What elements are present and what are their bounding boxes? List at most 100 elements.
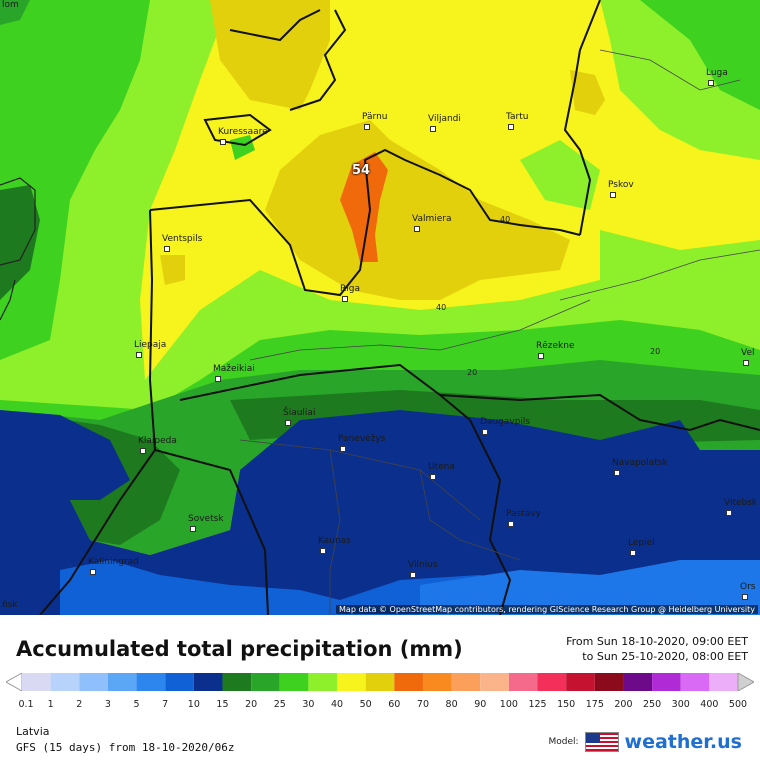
city-name: lom xyxy=(2,0,19,10)
brand-logo[interactable]: Model: weather.us xyxy=(548,729,742,755)
model-run-info: GFS (15 days) from 18-10-2020/06z xyxy=(16,741,235,754)
legend-panel: Accumulated total precipitation (mm) Fro… xyxy=(0,615,760,760)
city-label: Pärnu xyxy=(362,112,388,132)
scale-swatch xyxy=(79,673,108,691)
city-marker-icon xyxy=(610,191,616,198)
scale-swatch xyxy=(594,673,624,691)
city-name: Pskov xyxy=(608,180,634,190)
city-label: Kaunas xyxy=(318,536,351,556)
city-marker-icon xyxy=(140,447,146,454)
city-marker-icon xyxy=(90,568,96,575)
precipitation-map[interactable]: 54 40 40 20 20 Pärnu Viljandi Tartu Luga… xyxy=(0,0,760,615)
city-name: Pastavy xyxy=(506,509,541,519)
scale-tick-label: 60 xyxy=(388,699,401,710)
city-label: Tartu xyxy=(506,112,528,132)
city-name: Vitebsk xyxy=(724,498,758,508)
scale-tick-label: 5 xyxy=(133,699,140,710)
scale-tick-label: 70 xyxy=(416,699,429,710)
scale-tick-label: 3 xyxy=(104,699,111,710)
city-label: Kaliningrad xyxy=(88,557,139,577)
city-marker-icon xyxy=(708,79,714,86)
scale-swatch xyxy=(193,673,223,691)
model-label: Model: xyxy=(548,737,579,747)
city-label: Pskov xyxy=(608,180,634,200)
city-label: Liepaja xyxy=(134,340,166,360)
city-marker-icon xyxy=(215,375,221,382)
city-name: Klaipeda xyxy=(138,436,177,446)
scale-swatch xyxy=(451,673,481,691)
city-marker-icon xyxy=(743,359,749,366)
city-label: Šiauliai xyxy=(283,408,315,428)
city-marker-icon xyxy=(508,520,514,527)
scale-tick-label: 2 xyxy=(76,699,83,710)
city-name: Daugavpils xyxy=(480,417,531,427)
city-marker-icon xyxy=(320,547,326,554)
scale-tick-label: 175 xyxy=(585,699,604,710)
city-name: ńsk xyxy=(2,600,18,610)
city-marker-icon xyxy=(164,245,170,252)
scale-swatch xyxy=(680,673,710,691)
city-marker-icon xyxy=(340,445,346,452)
city-name: Tartu xyxy=(506,112,529,122)
scale-swatch xyxy=(537,673,567,691)
city-name: Mažeikiai xyxy=(213,364,255,374)
scale-tick-label: 10 xyxy=(187,699,200,710)
scale-max-arrow xyxy=(737,673,754,691)
map-canvas xyxy=(0,0,760,615)
scale-swatch xyxy=(337,673,366,691)
scale-tick-label: 7 xyxy=(162,699,169,710)
city-name: Rēzekne xyxy=(536,341,575,351)
city-marker-icon xyxy=(614,469,620,476)
scale-tick-label: 30 xyxy=(302,699,315,710)
city-name: Utena xyxy=(428,462,455,472)
city-name: Panevėžys xyxy=(338,434,386,444)
scale-swatch xyxy=(251,673,280,691)
city-label: Lepiel xyxy=(628,538,655,558)
contour-label: 20 xyxy=(650,347,661,356)
scale-tick-label: 0.1 xyxy=(18,699,34,710)
city-name: Navapolatsk xyxy=(612,458,668,468)
city-label: Rēzekne xyxy=(536,341,575,361)
city-label: Utena xyxy=(428,462,455,482)
city-marker-icon xyxy=(430,473,436,480)
scale-swatch xyxy=(222,673,252,691)
scale-tick-label: 500 xyxy=(728,699,748,710)
region-name: Latvia xyxy=(16,725,50,738)
city-marker-icon xyxy=(220,138,226,145)
contour-label: 40 xyxy=(436,303,447,312)
city-name: Vel xyxy=(741,348,755,358)
scale-swatch xyxy=(50,673,80,691)
scale-swatch xyxy=(22,673,51,691)
city-marker-icon xyxy=(414,225,420,232)
city-name: Kaunas xyxy=(318,536,351,546)
scale-swatch xyxy=(480,673,509,691)
scale-tick-label: 40 xyxy=(330,699,344,710)
contour-label: 20 xyxy=(467,368,478,377)
city-marker-icon xyxy=(285,419,291,426)
city-name: Riga xyxy=(340,284,360,294)
city-marker-icon xyxy=(482,428,488,435)
city-marker-icon xyxy=(630,549,636,556)
scale-swatch xyxy=(107,673,137,691)
city-name: Viljandi xyxy=(428,114,461,124)
city-marker-icon xyxy=(342,295,348,302)
period-from: From Sun 18-10-2020, 09:00 EET xyxy=(566,635,748,648)
scale-tick-label: 25 xyxy=(273,699,286,710)
city-label: Vitebsk xyxy=(724,498,757,518)
scale-swatch xyxy=(623,673,653,691)
city-name: Lepiel xyxy=(628,538,655,548)
city-name: Kuressaare xyxy=(218,127,268,137)
city-label: Navapolatsk xyxy=(612,458,668,478)
city-marker-icon xyxy=(742,593,748,600)
scale-tick-label: 125 xyxy=(528,699,547,710)
city-label: Daugavpils xyxy=(480,417,530,437)
scale-tick-label: 400 xyxy=(700,699,719,710)
scale-tick-label: 150 xyxy=(557,699,576,710)
max-value-label: 54 xyxy=(352,163,371,178)
scale-tick-label: 90 xyxy=(474,699,487,710)
city-name: Šiauliai xyxy=(283,408,316,418)
city-marker-icon xyxy=(508,123,514,130)
city-name: Valmiera xyxy=(412,214,452,224)
scale-tick-label: 80 xyxy=(445,699,458,710)
city-label: Viljandi xyxy=(428,114,461,134)
